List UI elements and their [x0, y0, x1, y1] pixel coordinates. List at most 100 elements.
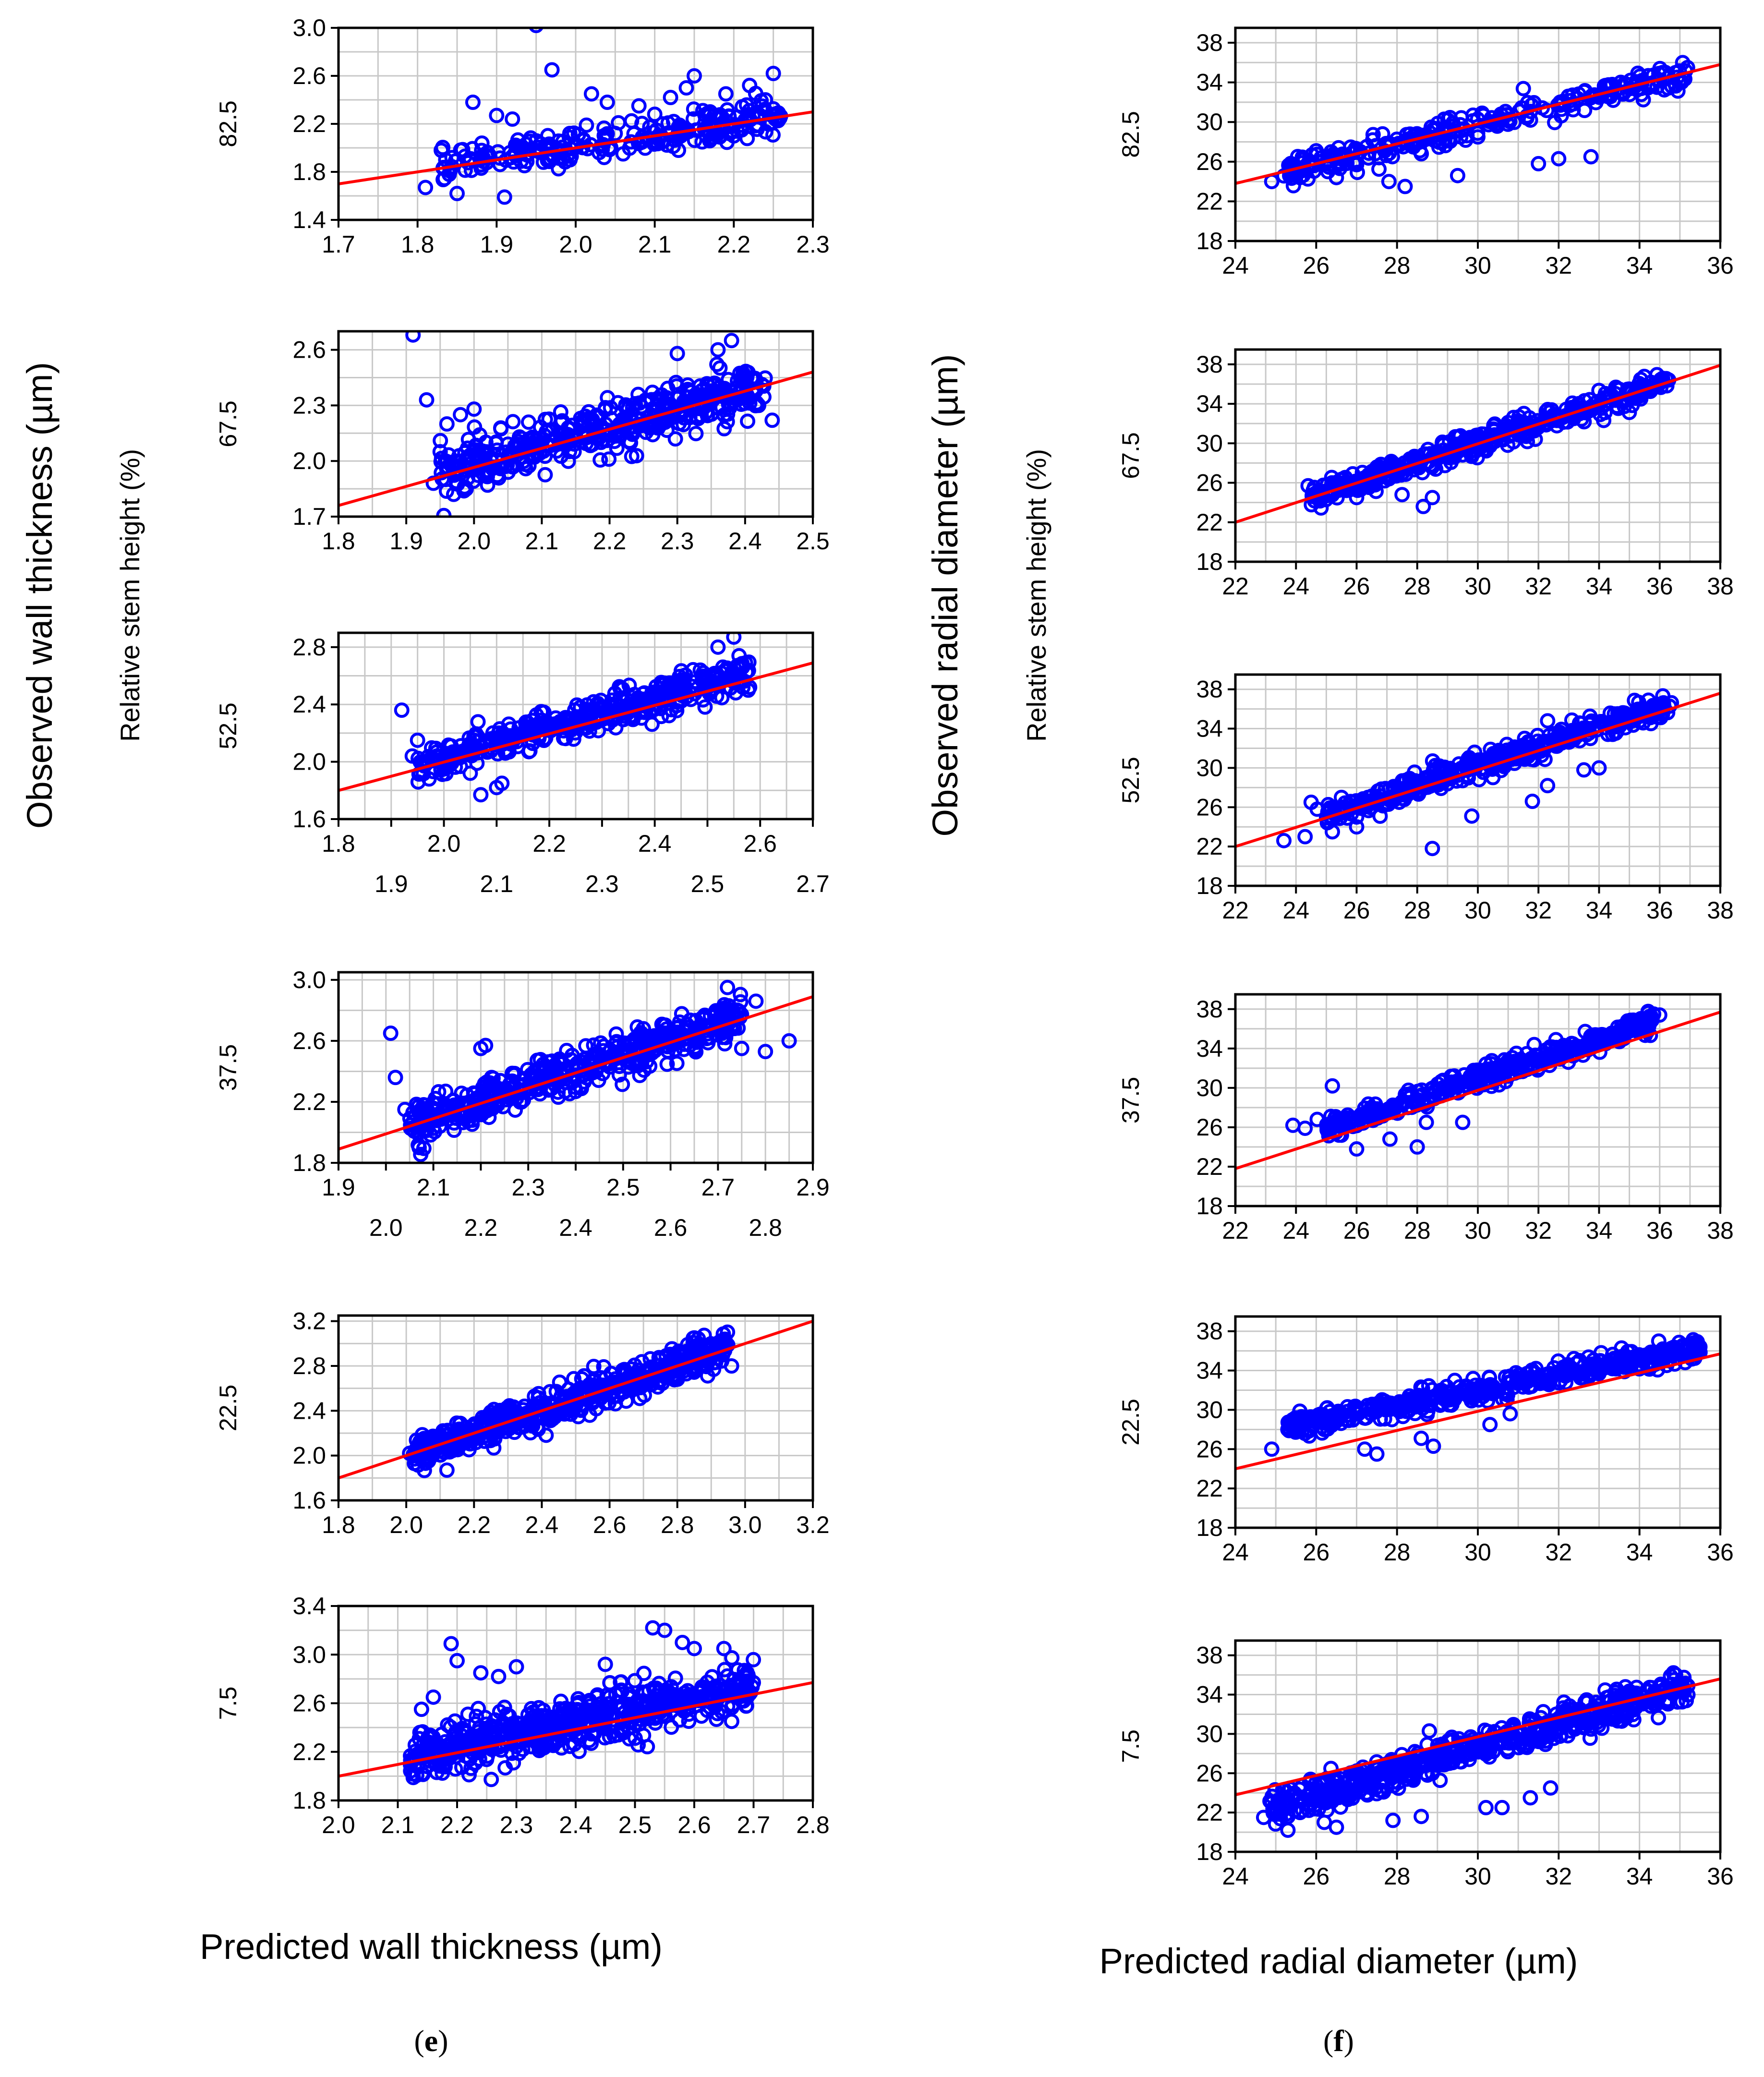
x-tick-label: 36	[1646, 897, 1673, 924]
data-point	[635, 1377, 651, 1393]
data-point	[473, 787, 489, 803]
data-point	[387, 1070, 403, 1086]
data-point	[707, 665, 723, 681]
data-point	[1596, 412, 1612, 428]
y-tick-label: 38	[1196, 996, 1223, 1023]
data-point	[480, 477, 495, 493]
data-point	[463, 1732, 479, 1748]
data-point	[425, 475, 441, 491]
x-tick-label: 2.7	[796, 870, 830, 897]
y-tick-label: 30	[1196, 754, 1223, 781]
data-point	[607, 686, 623, 701]
data-point	[441, 447, 457, 463]
data-point	[1469, 450, 1485, 466]
data-point	[437, 1759, 453, 1775]
y-tick-label: 2.6	[292, 337, 326, 363]
data-point	[679, 1016, 695, 1032]
x-tick-label: 2.2	[464, 1214, 498, 1241]
data-point	[710, 342, 726, 358]
data-point	[646, 701, 662, 717]
x-tick-label: 28	[1404, 573, 1431, 600]
data-point	[480, 1083, 496, 1099]
x-tick-label: 38	[1707, 573, 1734, 600]
x-tick-label: 36	[1646, 1217, 1673, 1244]
data-point	[478, 1038, 494, 1053]
data-point	[493, 1407, 509, 1423]
f-relative-height-label: Relative stem height (%)	[1021, 449, 1051, 742]
data-point	[488, 435, 504, 451]
data-point	[1577, 103, 1593, 119]
data-point	[412, 1744, 428, 1760]
data-point	[531, 437, 546, 453]
data-point	[1425, 1081, 1440, 1097]
data-point	[1323, 144, 1339, 160]
data-point	[524, 712, 540, 728]
data-point	[471, 1744, 486, 1760]
y-tick-label: 2.6	[292, 62, 326, 89]
data-point	[1284, 158, 1300, 174]
data-point	[697, 699, 713, 715]
data-point	[641, 1683, 657, 1699]
x-tick-label: 38	[1707, 1217, 1734, 1244]
data-point	[724, 1358, 739, 1374]
data-point	[1379, 795, 1395, 810]
y-tick-label: 34	[1196, 69, 1223, 96]
data-point	[383, 1026, 399, 1041]
y-tick-label: 18	[1196, 228, 1223, 254]
x-tick-label: 2.4	[638, 830, 672, 857]
x-tick-label: 32	[1525, 573, 1552, 600]
data-point	[631, 98, 647, 114]
data-point	[615, 681, 630, 697]
x-tick-label: 32	[1546, 252, 1572, 279]
data-point	[627, 1673, 643, 1689]
x-tick-label: 34	[1586, 573, 1613, 600]
data-point	[733, 987, 749, 1002]
y-tick-label: 1.6	[292, 806, 326, 833]
data-point	[579, 117, 594, 133]
x-tick-label: 2.0	[389, 1511, 423, 1538]
data-point	[542, 721, 558, 737]
data-point	[720, 1668, 736, 1684]
data-point	[659, 1056, 675, 1072]
y-tick-label: 38	[1196, 676, 1223, 703]
x-tick-label: 2.2	[717, 231, 751, 258]
fit-line	[1235, 364, 1720, 524]
data-point	[496, 189, 512, 205]
data-point	[1446, 118, 1462, 134]
data-point	[467, 447, 483, 462]
data-point	[1583, 149, 1599, 165]
data-point	[746, 1652, 761, 1667]
data-point	[720, 1012, 736, 1028]
y-tick-label: 1.4	[292, 206, 326, 233]
data-point	[647, 107, 663, 122]
data-point	[1414, 146, 1429, 162]
data-point	[1309, 801, 1325, 817]
data-point	[573, 411, 589, 426]
data-point	[1551, 1044, 1567, 1060]
data-point	[726, 633, 742, 645]
x-tick-label: 2.2	[440, 1811, 474, 1838]
panel-letter-f: (f)	[1323, 2024, 1354, 2058]
data-point	[1576, 762, 1592, 778]
data-point	[413, 1702, 429, 1717]
x-tick-label: 32	[1525, 1217, 1552, 1244]
data-point	[1515, 81, 1531, 97]
data-point	[737, 1667, 753, 1683]
data-point	[468, 726, 484, 742]
relative-height-value: 22.5	[215, 1385, 242, 1431]
data-point	[507, 1102, 523, 1118]
data-point	[671, 415, 687, 431]
fit-line	[338, 995, 813, 1151]
x-tick-label: 2.0	[559, 231, 592, 258]
x-tick-label: 22	[1222, 897, 1249, 924]
data-point	[1455, 1114, 1471, 1130]
x-tick-label: 30	[1464, 1217, 1491, 1244]
data-point	[657, 414, 673, 430]
panel-letter-e: (e)	[414, 2024, 448, 2058]
data-point	[724, 1650, 740, 1666]
x-tick-label: 36	[1646, 573, 1673, 600]
data-point	[710, 1020, 726, 1036]
data-point	[667, 1670, 683, 1686]
